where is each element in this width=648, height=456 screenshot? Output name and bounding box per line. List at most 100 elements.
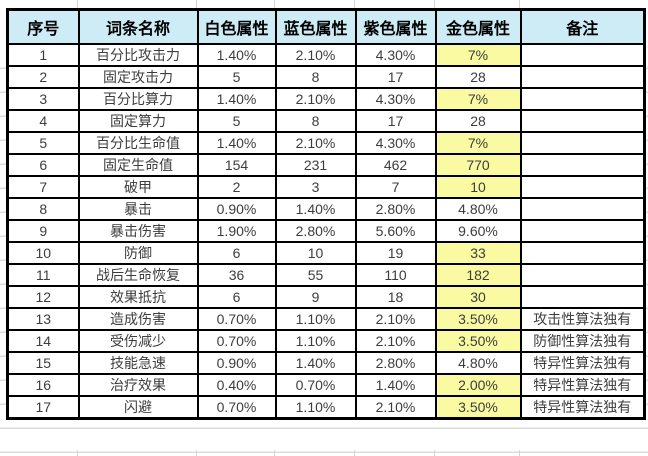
- purple-attr-cell[interactable]: 2.80%: [354, 196, 437, 221]
- blue-attr-cell[interactable]: 1.10%: [274, 328, 357, 353]
- col-header-name[interactable]: 词条名称: [77, 8, 199, 45]
- blue-attr-cell[interactable]: 2.10%: [274, 86, 357, 111]
- blue-attr-cell[interactable]: 2.10%: [274, 42, 357, 67]
- row-index-cell[interactable]: 15: [6, 350, 80, 375]
- note-cell[interactable]: [519, 42, 646, 67]
- entry-name-cell[interactable]: 闪避: [77, 394, 199, 419]
- purple-attr-cell[interactable]: 110: [354, 262, 437, 287]
- blue-attr-cell[interactable]: 10: [274, 240, 357, 265]
- white-attr-cell[interactable]: 1.40%: [196, 42, 277, 67]
- gold-attr-cell[interactable]: 28: [434, 108, 522, 133]
- gold-attr-cell[interactable]: 10: [434, 174, 522, 199]
- entry-name-cell[interactable]: 暴击: [77, 196, 199, 221]
- purple-attr-cell[interactable]: 2.10%: [354, 306, 437, 331]
- blue-attr-cell[interactable]: 9: [274, 284, 357, 309]
- white-attr-cell[interactable]: 2: [196, 174, 277, 199]
- purple-attr-cell[interactable]: 462: [354, 152, 437, 177]
- purple-attr-cell[interactable]: 4.30%: [354, 86, 437, 111]
- blue-attr-cell[interactable]: 1.10%: [274, 394, 357, 419]
- blue-attr-cell[interactable]: 1.40%: [274, 196, 357, 221]
- blue-attr-cell[interactable]: 55: [274, 262, 357, 287]
- entry-name-cell[interactable]: 受伤减少: [77, 328, 199, 353]
- row-index-cell[interactable]: 1: [6, 42, 80, 67]
- purple-attr-cell[interactable]: 19: [354, 240, 437, 265]
- white-attr-cell[interactable]: 6: [196, 240, 277, 265]
- gold-attr-cell[interactable]: 770: [434, 152, 522, 177]
- purple-attr-cell[interactable]: 7: [354, 174, 437, 199]
- blue-attr-cell[interactable]: 1.40%: [274, 350, 357, 375]
- white-attr-cell[interactable]: 6: [196, 284, 277, 309]
- purple-attr-cell[interactable]: 18: [354, 284, 437, 309]
- blue-attr-cell[interactable]: 2.10%: [274, 130, 357, 155]
- gold-attr-cell[interactable]: 3.50%: [434, 394, 522, 419]
- purple-attr-cell[interactable]: 2.80%: [354, 350, 437, 375]
- white-attr-cell[interactable]: 0.70%: [196, 306, 277, 331]
- col-header-note[interactable]: 备注: [519, 8, 646, 45]
- col-header-index[interactable]: 序号: [6, 8, 80, 45]
- blue-attr-cell[interactable]: 8: [274, 64, 357, 89]
- purple-attr-cell[interactable]: 5.60%: [354, 218, 437, 243]
- note-cell[interactable]: 攻击性算法独有: [519, 306, 646, 331]
- blue-attr-cell[interactable]: 8: [274, 108, 357, 133]
- row-index-cell[interactable]: 12: [6, 284, 80, 309]
- note-cell[interactable]: [519, 152, 646, 177]
- purple-attr-cell[interactable]: 2.10%: [354, 328, 437, 353]
- entry-name-cell[interactable]: 治疗效果: [77, 372, 199, 397]
- note-cell[interactable]: [519, 262, 646, 287]
- row-index-cell[interactable]: 9: [6, 218, 80, 243]
- note-cell[interactable]: [519, 108, 646, 133]
- white-attr-cell[interactable]: 5: [196, 64, 277, 89]
- gold-attr-cell[interactable]: 2.00%: [434, 372, 522, 397]
- row-index-cell[interactable]: 5: [6, 130, 80, 155]
- gold-attr-cell[interactable]: 3.50%: [434, 328, 522, 353]
- white-attr-cell[interactable]: 36: [196, 262, 277, 287]
- note-cell[interactable]: 特异性算法独有: [519, 372, 646, 397]
- col-header-blue[interactable]: 蓝色属性: [274, 8, 357, 45]
- purple-attr-cell[interactable]: 2.10%: [354, 394, 437, 419]
- row-index-cell[interactable]: 17: [6, 394, 80, 419]
- white-attr-cell[interactable]: 154: [196, 152, 277, 177]
- gold-attr-cell[interactable]: 4.80%: [434, 196, 522, 221]
- entry-name-cell[interactable]: 战后生命恢复: [77, 262, 199, 287]
- white-attr-cell[interactable]: 0.70%: [196, 328, 277, 353]
- row-index-cell[interactable]: 3: [6, 86, 80, 111]
- note-cell[interactable]: [519, 240, 646, 265]
- entry-name-cell[interactable]: 破甲: [77, 174, 199, 199]
- purple-attr-cell[interactable]: 4.30%: [354, 130, 437, 155]
- purple-attr-cell[interactable]: 4.30%: [354, 42, 437, 67]
- entry-name-cell[interactable]: 暴击伤害: [77, 218, 199, 243]
- note-cell[interactable]: 防御性算法独有: [519, 328, 646, 353]
- entry-name-cell[interactable]: 防御: [77, 240, 199, 265]
- entry-name-cell[interactable]: 效果抵抗: [77, 284, 199, 309]
- purple-attr-cell[interactable]: 17: [354, 64, 437, 89]
- note-cell[interactable]: [519, 196, 646, 221]
- row-index-cell[interactable]: 16: [6, 372, 80, 397]
- white-attr-cell[interactable]: 1.40%: [196, 86, 277, 111]
- col-header-purple[interactable]: 紫色属性: [354, 8, 437, 45]
- gold-attr-cell[interactable]: 7%: [434, 130, 522, 155]
- gold-attr-cell[interactable]: 9.60%: [434, 218, 522, 243]
- row-index-cell[interactable]: 8: [6, 196, 80, 221]
- entry-name-cell[interactable]: 固定生命值: [77, 152, 199, 177]
- gold-attr-cell[interactable]: 30: [434, 284, 522, 309]
- col-header-white[interactable]: 白色属性: [196, 8, 277, 45]
- gold-attr-cell[interactable]: 182: [434, 262, 522, 287]
- note-cell[interactable]: [519, 86, 646, 111]
- white-attr-cell[interactable]: 0.70%: [196, 394, 277, 419]
- white-attr-cell[interactable]: 0.90%: [196, 196, 277, 221]
- entry-name-cell[interactable]: 造成伤害: [77, 306, 199, 331]
- white-attr-cell[interactable]: 1.40%: [196, 130, 277, 155]
- purple-attr-cell[interactable]: 17: [354, 108, 437, 133]
- white-attr-cell[interactable]: 0.90%: [196, 350, 277, 375]
- note-cell[interactable]: 特异性算法独有: [519, 350, 646, 375]
- row-index-cell[interactable]: 14: [6, 328, 80, 353]
- row-index-cell[interactable]: 11: [6, 262, 80, 287]
- note-cell[interactable]: [519, 174, 646, 199]
- white-attr-cell[interactable]: 0.40%: [196, 372, 277, 397]
- gold-attr-cell[interactable]: 3.50%: [434, 306, 522, 331]
- blue-attr-cell[interactable]: 231: [274, 152, 357, 177]
- row-index-cell[interactable]: 4: [6, 108, 80, 133]
- gold-attr-cell[interactable]: 7%: [434, 42, 522, 67]
- row-index-cell[interactable]: 10: [6, 240, 80, 265]
- gold-attr-cell[interactable]: 33: [434, 240, 522, 265]
